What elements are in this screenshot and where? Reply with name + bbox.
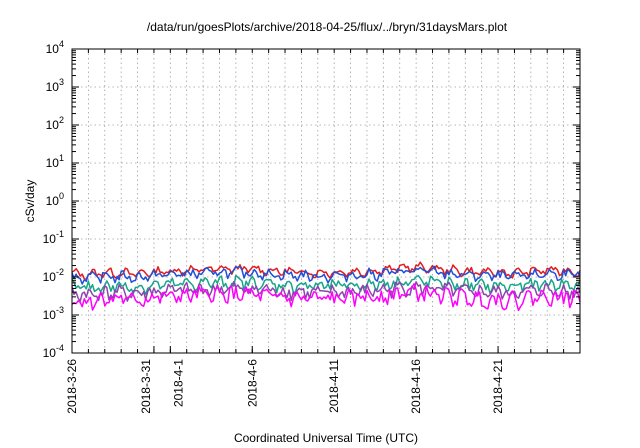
y-tick-label: 10-1 (43, 229, 64, 246)
y-tick-exp: 2 (59, 115, 64, 125)
y-tick-exp: 1 (59, 153, 64, 163)
y-tick-label: 10-3 (43, 305, 64, 322)
y-tick-base: 10 (46, 194, 60, 208)
series-line (71, 280, 581, 303)
y-tick-base: 10 (46, 118, 60, 132)
y-tick-label: 104 (46, 39, 64, 56)
x-tick-label: 2018-3-31 (139, 359, 153, 414)
x-tick-label: 2018-4-11 (327, 359, 341, 413)
y-tick-exp: 4 (59, 39, 64, 49)
y-tick-label: 101 (46, 153, 64, 170)
x-tick-label: 2018-3-26 (65, 359, 79, 414)
series-line (71, 261, 581, 280)
y-tick-base: 10 (46, 156, 60, 170)
x-tick-label: 2018-4-1 (171, 359, 185, 407)
series-line (71, 283, 581, 312)
y-tick-exp: -3 (56, 305, 64, 315)
y-tick-base: 10 (46, 80, 60, 94)
x-tick-label: 2018-4-21 (491, 359, 505, 414)
y-tick-base: 10 (43, 270, 57, 284)
grid (72, 49, 580, 353)
x-tick-label: 2018-4-16 (409, 359, 423, 414)
series-layer (71, 261, 581, 312)
x-axis: 2018-3-26 2018-3-31 2018-4-1 2018-4-6 2018-4… (65, 49, 565, 414)
y-axis-label: cSv/day (23, 180, 37, 223)
y-tick-base: 10 (43, 232, 57, 246)
y-tick-exp: -4 (56, 343, 64, 353)
series-line (71, 274, 581, 296)
y-tick-label: 10-4 (43, 343, 64, 360)
y-tick-base: 10 (46, 42, 60, 56)
y-tick-label: 100 (46, 191, 64, 208)
series-line (71, 265, 581, 285)
y-tick-label: 102 (46, 115, 64, 132)
y-tick-base: 10 (43, 346, 57, 360)
y-tick-exp: 0 (59, 191, 64, 201)
chart-title: /data/run/goesPlots/archive/2018-04-25/f… (147, 20, 508, 34)
x-axis-label: Coordinated Universal Time (UTC) (234, 431, 418, 445)
y-tick-label: 103 (46, 77, 64, 94)
y-tick-label: 10-2 (43, 267, 64, 284)
x-tick-label: 2018-4-6 (245, 359, 259, 407)
y-tick-exp: -2 (56, 267, 64, 277)
plot-frame (71, 48, 581, 354)
y-tick-base: 10 (43, 308, 57, 322)
y-tick-exp: -1 (56, 229, 64, 239)
y-tick-exp: 3 (59, 77, 64, 87)
